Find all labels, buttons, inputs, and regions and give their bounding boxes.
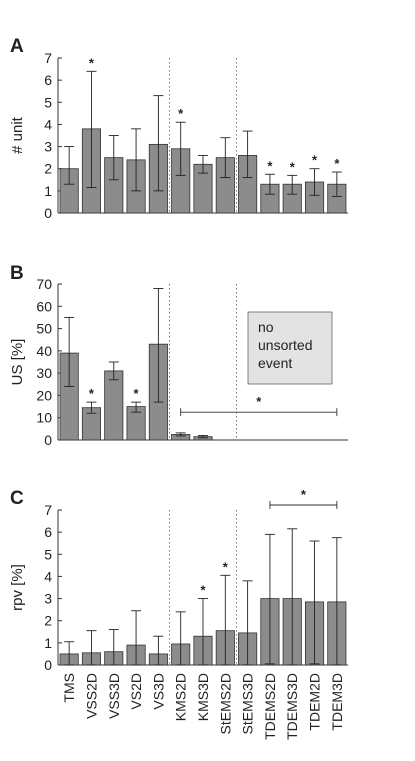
panel-label-a: A xyxy=(10,36,24,57)
significance-marker-b-VS2D: * xyxy=(134,386,140,401)
y-tick-label-a: 7 xyxy=(44,50,52,66)
y-tick-label-c: 4 xyxy=(44,568,52,584)
x-tick-label-VSS3D: VSS3D xyxy=(106,673,122,719)
y-tick-label-c: 6 xyxy=(44,524,52,540)
x-tick-label-StEMS2D: StEMS2D xyxy=(217,673,233,734)
y-tick-label-a: 3 xyxy=(44,139,52,155)
y-axis-label-a: # unit xyxy=(9,116,26,154)
note-line-b: no xyxy=(258,319,274,335)
note-line-b: unsorted xyxy=(258,337,312,353)
panel-label-b: B xyxy=(10,263,24,284)
y-tick-label-b: 10 xyxy=(36,410,52,426)
y-tick-label-a: 5 xyxy=(44,94,52,110)
significance-marker-c-KMS3D: * xyxy=(200,583,206,598)
significance-marker-b-VSS2D: * xyxy=(89,386,95,401)
y-tick-label-c: 7 xyxy=(44,502,52,518)
y-tick-label-a: 6 xyxy=(44,72,52,88)
x-tick-label-VS2D: VS2D xyxy=(128,673,144,710)
x-tick-label-VSS2D: VSS2D xyxy=(83,673,99,719)
y-tick-label-b: 60 xyxy=(36,298,52,314)
significance-marker-a-KMS2D: * xyxy=(178,106,184,121)
significance-marker-a-TDEMS2D: * xyxy=(267,158,273,173)
x-tick-label-TDEM3D: TDEM3D xyxy=(329,673,345,731)
significance-marker-a-TDEM3D: * xyxy=(334,156,340,171)
note-box-b xyxy=(247,311,333,385)
y-tick-label-c: 1 xyxy=(44,635,52,651)
x-tick-label-KMS2D: KMS2D xyxy=(173,673,189,721)
y-tick-label-a: 4 xyxy=(44,116,52,132)
significance-marker-a-TDEMS3D: * xyxy=(290,159,296,174)
y-axis-label-b: US [%] xyxy=(9,339,26,386)
y-tick-label-b: 40 xyxy=(36,343,52,359)
x-tick-label-TMS: TMS xyxy=(61,673,77,703)
bar-b-VSS3D xyxy=(104,370,124,441)
significance-marker-a-VSS2D: * xyxy=(89,55,95,70)
y-tick-label-b: 70 xyxy=(36,276,52,292)
bracket-marker-b: * xyxy=(256,394,262,409)
y-tick-label-a: 2 xyxy=(44,161,52,177)
y-tick-label-b: 50 xyxy=(36,321,52,337)
y-tick-label-c: 0 xyxy=(44,657,52,673)
x-tick-label-KMS3D: KMS3D xyxy=(195,673,211,721)
significance-marker-a-TDEM2D: * xyxy=(312,153,318,168)
x-tick-label-TDEMS3D: TDEMS3D xyxy=(284,673,300,740)
y-tick-label-b: 30 xyxy=(36,365,52,381)
y-tick-label-a: 1 xyxy=(44,183,52,199)
note-line-b: event xyxy=(258,355,292,371)
y-axis-label-c: rpv [%] xyxy=(9,564,26,611)
bracket-marker-c: * xyxy=(301,487,307,502)
y-tick-label-b: 0 xyxy=(44,432,52,448)
y-tick-label-b: 20 xyxy=(36,387,52,403)
panel-label-c: C xyxy=(10,488,24,509)
x-tick-label-TDEM2D: TDEM2D xyxy=(307,673,323,731)
significance-marker-c-StEMS2D: * xyxy=(223,559,229,574)
y-tick-label-c: 2 xyxy=(44,613,52,629)
y-tick-label-c: 5 xyxy=(44,546,52,562)
y-tick-label-c: 3 xyxy=(44,591,52,607)
y-tick-label-a: 0 xyxy=(44,205,52,221)
x-tick-label-StEMS3D: StEMS3D xyxy=(240,673,256,734)
x-tick-label-TDEMS2D: TDEMS2D xyxy=(262,673,278,740)
x-tick-label-VS3D: VS3D xyxy=(150,673,166,710)
